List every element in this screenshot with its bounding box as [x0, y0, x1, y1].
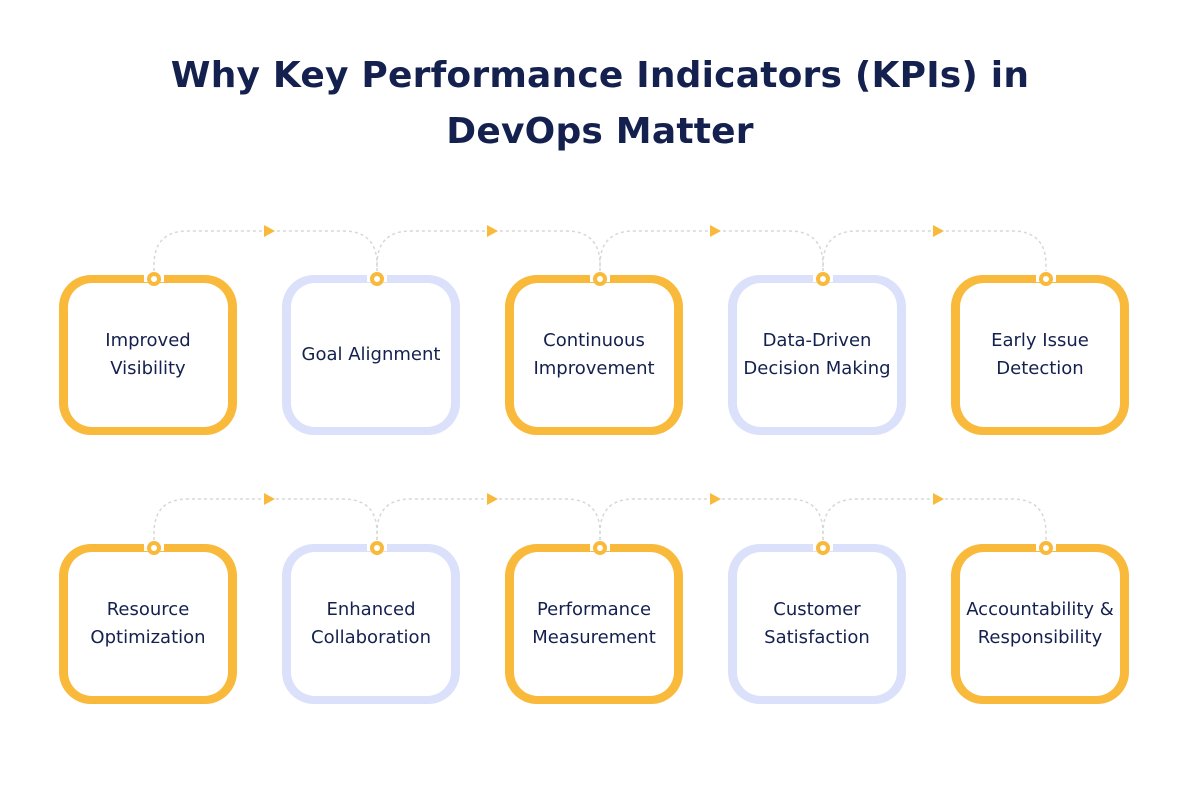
card-enhanced-collaboration: Enhanced Collaboration — [282, 544, 460, 704]
card-label: Enhanced Collaboration — [311, 599, 431, 648]
connector-line — [599, 230, 824, 271]
card-label: Data-Driven Decision Making — [743, 330, 891, 379]
connector-dot — [1039, 272, 1053, 286]
card-label: Customer Satisfaction — [764, 599, 870, 648]
arrow-right-icon — [710, 493, 721, 505]
connector-dot — [816, 541, 830, 555]
card-label: Continuous Improvement — [533, 330, 655, 379]
card-customer-satisfaction: Customer Satisfaction — [728, 544, 906, 704]
connector-line — [153, 230, 378, 271]
arrow-right-icon — [264, 225, 275, 237]
arrow-right-icon — [933, 225, 944, 237]
card-data-driven-decision-making: Data-Driven Decision Making — [728, 275, 906, 435]
arrow-right-icon — [710, 225, 721, 237]
card-label: Resource Optimization — [90, 599, 206, 648]
page-title: Why Key Performance Indicators (KPIs) in… — [0, 48, 1200, 160]
card-label: Performance Measurement — [532, 599, 656, 648]
card-early-issue-detection: Early Issue Detection — [951, 275, 1129, 435]
arrow-right-icon — [487, 493, 498, 505]
arrow-right-icon — [933, 493, 944, 505]
card-accountability-responsibility: Accountability & Responsibility — [951, 544, 1129, 704]
connector-dot — [816, 272, 830, 286]
connector-dot — [370, 272, 384, 286]
card-label: Goal Alignment — [301, 344, 441, 365]
connector-dot — [370, 541, 384, 555]
card-label: Improved Visibility — [105, 330, 191, 379]
connector-line — [376, 498, 601, 540]
card-performance-measurement: Performance Measurement — [505, 544, 683, 704]
connector-line — [599, 498, 824, 540]
connector-line — [376, 230, 601, 271]
arrow-right-icon — [264, 493, 275, 505]
connector-dot — [147, 541, 161, 555]
card-continuous-improvement: Continuous Improvement — [505, 275, 683, 435]
card-improved-visibility: Improved Visibility — [59, 275, 237, 435]
connector-dot — [147, 272, 161, 286]
arrow-right-icon — [487, 225, 498, 237]
connector-line — [822, 498, 1047, 540]
card-label: Accountability & Responsibility — [966, 599, 1114, 648]
card-label: Early Issue Detection — [991, 330, 1089, 379]
card-resource-optimization: Resource Optimization — [59, 544, 237, 704]
connector-dot — [593, 541, 607, 555]
card-goal-alignment: Goal Alignment — [282, 275, 460, 435]
title-line-2: DevOps Matter — [446, 111, 754, 152]
connector-line — [153, 498, 378, 540]
title-line-1: Why Key Performance Indicators (KPIs) in — [170, 55, 1030, 96]
connector-dot — [1039, 541, 1053, 555]
connector-dot — [593, 272, 607, 286]
connector-line — [822, 230, 1047, 271]
